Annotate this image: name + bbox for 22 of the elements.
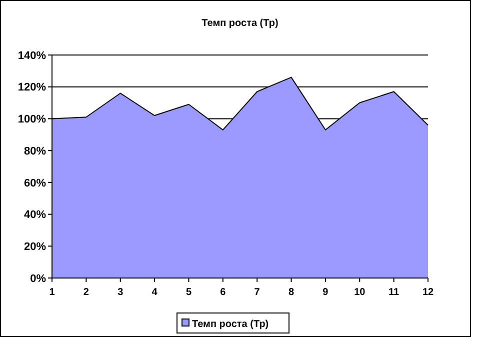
x-tick-label: 12: [422, 287, 434, 298]
y-tick-label: 140%: [18, 50, 46, 62]
x-tick-label: 5: [186, 287, 192, 298]
x-tick-label: 1: [49, 287, 56, 298]
legend-label: Темп роста (Тр): [192, 319, 269, 330]
x-tick-label: 7: [254, 287, 260, 298]
x-tick-label: 9: [322, 287, 329, 298]
chart-title: Темп роста (Тр): [202, 18, 278, 29]
x-tick-label: 3: [118, 287, 124, 298]
x-tick-label: 10: [354, 287, 366, 298]
x-tick-label: 6: [220, 287, 226, 298]
y-tick-label: 100%: [18, 114, 46, 126]
x-tick-label: 4: [152, 287, 158, 298]
x-tick-label: 2: [83, 287, 90, 298]
y-tick-label: 80%: [24, 145, 46, 158]
x-tick-label: 11: [388, 287, 400, 298]
y-tick-label: 60%: [24, 177, 46, 190]
y-tick-label: 20%: [24, 240, 46, 253]
y-tick-label: 120%: [18, 82, 46, 94]
x-tick-label: 8: [288, 287, 294, 298]
y-tick-label: 40%: [24, 209, 46, 222]
y-tick-label: 0%: [30, 272, 46, 285]
